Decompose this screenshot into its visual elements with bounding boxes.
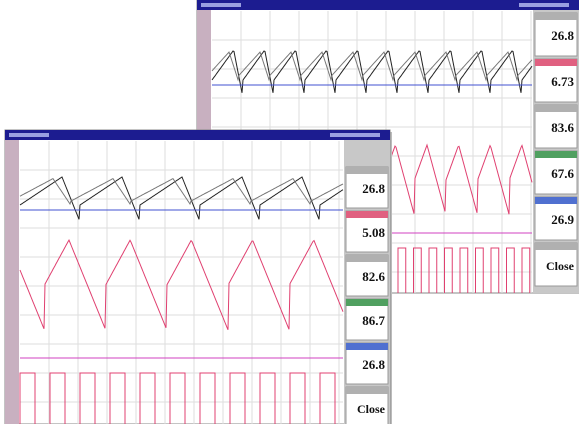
grey-trace	[211, 51, 533, 82]
panel-value: 26.8	[551, 28, 574, 43]
panel-value: Close	[357, 402, 386, 416]
panel-header	[535, 243, 577, 250]
panel-header	[535, 13, 577, 20]
panel-value: 83.6	[551, 120, 574, 135]
panel-header	[535, 151, 577, 158]
panel-value: 26.8	[362, 181, 385, 196]
panel-value: 6.73	[551, 74, 574, 89]
black-trace	[19, 176, 344, 220]
recorder-window: 26.8 5.08 82.6 86.7 26.8 Close	[4, 129, 391, 424]
title-bar	[197, 0, 579, 10]
clock-text	[330, 133, 380, 137]
panel-header	[346, 167, 388, 174]
panel-value: Close	[546, 259, 575, 273]
pulse-trace	[19, 372, 336, 424]
panel-header	[535, 105, 577, 112]
pink-trace	[19, 238, 344, 330]
title-text	[201, 3, 241, 7]
left-strip	[5, 140, 19, 424]
panel-header	[346, 299, 388, 306]
panel-header	[346, 255, 388, 262]
window-frame	[4, 129, 391, 424]
panel-value: 5.08	[362, 225, 385, 240]
panel-value: 67.6	[551, 166, 574, 181]
title-text	[9, 133, 49, 137]
panel-value: 26.9	[551, 212, 574, 227]
panel-value: 82.6	[362, 269, 385, 284]
panel-box	[534, 196, 578, 241]
panel-header	[346, 343, 388, 350]
grey-trace	[19, 177, 344, 206]
panel-box	[534, 242, 578, 287]
panel-box	[534, 104, 578, 149]
panel-header	[535, 59, 577, 66]
clock-text	[519, 3, 569, 7]
panel-value: 86.7	[362, 313, 385, 328]
panel-header	[346, 211, 388, 218]
black-trace	[211, 50, 533, 93]
title-bar	[5, 130, 390, 140]
panel-value: 26.8	[362, 357, 385, 372]
panel-header	[535, 197, 577, 204]
panel-box	[534, 12, 578, 57]
panel-box	[534, 58, 578, 103]
panel-header	[346, 387, 388, 394]
